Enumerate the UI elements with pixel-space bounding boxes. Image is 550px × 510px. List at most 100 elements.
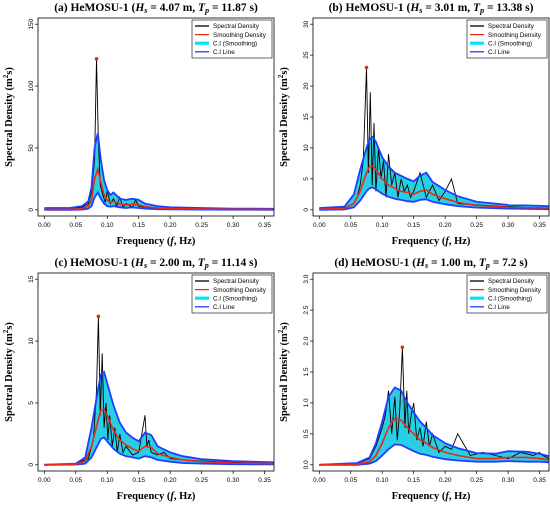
smoothing-density-line xyxy=(319,165,549,210)
y-tick-label: 25 xyxy=(303,51,310,59)
x-tick-label: 0.30 xyxy=(502,477,515,484)
x-axis-label: Frequency (f, Hz) xyxy=(392,491,471,502)
title-tp-sub: p xyxy=(204,6,209,15)
y-axis-label: Spectral Density (m2s) xyxy=(2,322,15,422)
y-tick-label: 30 xyxy=(303,20,310,28)
x-tick-label: 0.10 xyxy=(376,477,389,484)
y-axis-label-sup: 2 xyxy=(2,329,10,333)
y-axis-label-a: Spectral Density (m xyxy=(4,333,15,422)
x-tick-label: 0.00 xyxy=(313,222,326,229)
y-tick-label: 50 xyxy=(28,144,35,152)
x-axis-label-a: Frequency ( xyxy=(392,491,446,502)
y-tick-label: 10 xyxy=(303,144,310,152)
title-tp-symbol: T xyxy=(473,2,481,14)
legend-label: Spectral Density xyxy=(213,23,260,30)
spectral-density-line xyxy=(44,58,274,210)
y-axis-label-b: s) xyxy=(279,67,290,75)
y-tick-label: 20 xyxy=(303,82,310,90)
y-axis-label-sup: 2 xyxy=(277,329,285,333)
title-tp-sub: p xyxy=(479,6,484,15)
y-tick-label: 150 xyxy=(28,18,35,29)
title-tp-value: = 11.87 s) xyxy=(209,2,258,14)
x-tick-label: 0.35 xyxy=(533,222,546,229)
x-tick-label: 0.20 xyxy=(164,222,177,229)
title-main: (d) HeMOSU-1 ( xyxy=(334,257,416,269)
legend-label: Spectral Density xyxy=(213,278,260,285)
y-axis-label-b: s) xyxy=(4,67,15,75)
chart-panel-0: (a) HeMOSU-1 (Hs = 4.07 m, Tp = 11.87 s)… xyxy=(2,2,275,247)
x-axis-label-f: f xyxy=(445,236,450,247)
x-tick-label: 0.20 xyxy=(164,477,177,484)
legend-label: C.I (Smoothing) xyxy=(488,295,532,302)
x-tick-label: 0.05 xyxy=(69,477,82,484)
x-tick-label: 0.00 xyxy=(313,477,326,484)
x-axis-label-a: Frequency ( xyxy=(117,491,171,502)
plot-area xyxy=(319,65,549,211)
title-tp-sub: p xyxy=(204,261,209,270)
x-axis-label-b: , Hz) xyxy=(449,236,471,247)
x-axis-label: Frequency (f, Hz) xyxy=(392,236,471,247)
y-tick-label: 15 xyxy=(303,113,310,121)
plot-area xyxy=(319,345,549,466)
y-tick-label: 0.5 xyxy=(303,429,310,438)
x-axis-label-a: Frequency ( xyxy=(117,236,171,247)
ci-lower-line xyxy=(319,186,549,211)
x-tick-label: 0.20 xyxy=(439,222,452,229)
x-tick-label: 0.15 xyxy=(132,222,145,229)
y-axis-label-a: Spectral Density (m xyxy=(4,78,15,167)
chart-panel-1: (b) HeMOSU-1 (Hs = 3.01 m, Tp = 13.38 s)… xyxy=(277,2,550,247)
ci-upper-line xyxy=(44,132,274,210)
x-tick-label: 0.00 xyxy=(38,477,51,484)
x-axis-label-f: f xyxy=(170,236,175,247)
legend-label: C.I (Smoothing) xyxy=(213,40,257,47)
ci-band xyxy=(319,387,549,465)
y-tick-label: 15 xyxy=(28,275,35,283)
plot-frame xyxy=(37,17,275,217)
y-tick-label: 0 xyxy=(303,208,310,212)
legend-label: Smoothing Density xyxy=(488,287,542,294)
x-tick-label: 0.30 xyxy=(502,222,515,229)
x-tick-label: 0.00 xyxy=(38,222,51,229)
title-tp-sub: p xyxy=(485,261,490,270)
y-tick-label: 1.5 xyxy=(303,367,310,376)
ci-upper-line xyxy=(319,386,549,466)
legend-label: C.I Line xyxy=(213,304,235,311)
legend-label: Smoothing Density xyxy=(213,287,267,294)
y-axis-label-a: Spectral Density (m xyxy=(279,333,290,422)
chart-title: (d) HeMOSU-1 (Hs = 1.00 m, Tp = 7.2 s) xyxy=(334,257,528,270)
chart-panel-3: (d) HeMOSU-1 (Hs = 1.00 m, Tp = 7.2 s) 0.… xyxy=(277,257,550,502)
y-tick-label: 0 xyxy=(28,208,35,212)
ci-upper-line xyxy=(44,370,274,466)
x-tick-label: 0.15 xyxy=(132,477,145,484)
y-tick-label: 3.0 xyxy=(303,274,310,283)
x-axis-label-b: , Hz) xyxy=(174,491,196,502)
y-tick-label: 100 xyxy=(28,80,35,91)
x-tick-label: 0.35 xyxy=(533,477,546,484)
plot-area xyxy=(44,57,274,211)
title-tp-value: = 13.38 s) xyxy=(484,2,534,14)
x-tick-label: 0.25 xyxy=(470,222,483,229)
x-tick-label: 0.20 xyxy=(439,477,452,484)
legend-label: Smoothing Density xyxy=(213,32,267,39)
title-hs-symbol: H xyxy=(415,257,426,269)
x-tick-label: 0.10 xyxy=(376,222,389,229)
x-tick-label: 0.15 xyxy=(407,222,420,229)
ci-lower-line xyxy=(44,436,274,466)
spectral-density-line xyxy=(319,67,549,210)
x-tick-label: 0.25 xyxy=(195,477,208,484)
title-hs-value: = 2.00 m, xyxy=(147,257,198,269)
y-tick-label: 0 xyxy=(28,463,35,467)
x-tick-label: 0.25 xyxy=(470,477,483,484)
y-tick-label: 1.0 xyxy=(303,398,310,407)
title-tp-symbol: T xyxy=(198,2,206,14)
smoothing-density-line xyxy=(44,408,274,466)
y-axis-label: Spectral Density (m2s) xyxy=(277,67,290,167)
x-tick-label: 0.10 xyxy=(101,222,114,229)
title-hs-value: = 4.07 m, xyxy=(147,2,198,14)
legend-label: Spectral Density xyxy=(488,278,535,285)
ci-lower-line xyxy=(44,190,274,211)
title-tp-symbol: T xyxy=(479,257,487,269)
title-hs-sub: s xyxy=(143,261,147,270)
x-axis-label-f: f xyxy=(445,491,450,502)
title-hs-value: = 3.01 m, xyxy=(422,2,473,14)
